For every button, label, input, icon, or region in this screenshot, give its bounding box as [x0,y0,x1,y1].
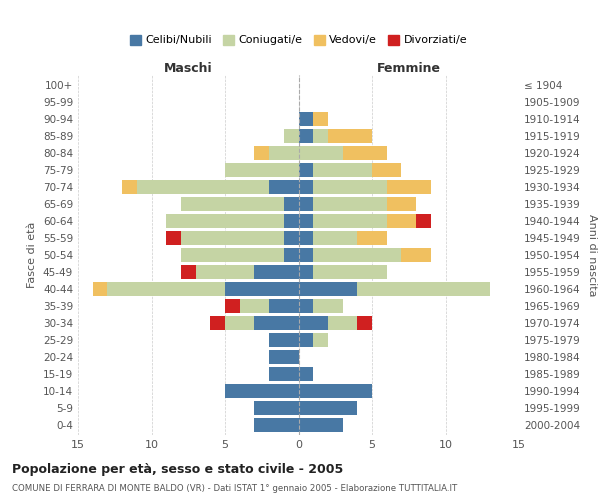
Bar [299,418,343,432]
Bar [313,299,343,312]
Bar [358,316,372,330]
Bar [313,248,401,262]
Bar [313,333,328,346]
Bar [313,112,328,126]
Bar [284,198,299,211]
Bar [211,316,225,330]
Bar [313,265,387,279]
Bar [181,265,196,279]
Bar [122,180,137,194]
Bar [181,198,284,211]
Bar [225,316,254,330]
Bar [299,231,313,245]
Bar [299,146,343,160]
Y-axis label: Anni di nascita: Anni di nascita [587,214,597,296]
Bar [299,316,328,330]
Bar [137,180,269,194]
Text: Maschi: Maschi [164,62,212,75]
Bar [225,164,299,177]
Bar [299,282,358,296]
Bar [225,384,299,398]
Bar [313,180,387,194]
Bar [181,231,284,245]
Bar [313,214,387,228]
Bar [328,316,357,330]
Bar [107,282,225,296]
Bar [269,367,299,380]
Bar [299,401,358,414]
Bar [254,401,299,414]
Text: Femmine: Femmine [377,62,441,75]
Bar [299,333,313,346]
Text: Popolazione per età, sesso e stato civile - 2005: Popolazione per età, sesso e stato civil… [12,462,343,475]
Bar [387,198,416,211]
Bar [254,418,299,432]
Bar [299,384,372,398]
Bar [225,299,240,312]
Bar [313,164,372,177]
Bar [343,146,387,160]
Bar [269,333,299,346]
Bar [387,214,416,228]
Bar [269,299,299,312]
Bar [358,282,490,296]
Bar [328,130,372,143]
Bar [401,248,431,262]
Bar [181,248,284,262]
Bar [313,130,328,143]
Y-axis label: Fasce di età: Fasce di età [28,222,37,288]
Bar [225,282,299,296]
Bar [254,146,269,160]
Bar [284,248,299,262]
Bar [269,350,299,364]
Bar [269,180,299,194]
Bar [299,299,313,312]
Bar [313,198,387,211]
Bar [299,164,313,177]
Bar [166,231,181,245]
Bar [299,367,313,380]
Bar [284,231,299,245]
Bar [93,282,107,296]
Legend: Celibi/Nubili, Coniugati/e, Vedovi/e, Divorziati/e: Celibi/Nubili, Coniugati/e, Vedovi/e, Di… [125,30,472,50]
Text: COMUNE DI FERRARA DI MONTE BALDO (VR) - Dati ISTAT 1° gennaio 2005 - Elaborazion: COMUNE DI FERRARA DI MONTE BALDO (VR) - … [12,484,457,493]
Bar [358,231,387,245]
Bar [299,265,313,279]
Bar [299,214,313,228]
Bar [416,214,431,228]
Bar [299,248,313,262]
Bar [299,112,313,126]
Bar [299,180,313,194]
Bar [166,214,284,228]
Bar [284,130,299,143]
Bar [254,265,299,279]
Bar [284,214,299,228]
Bar [240,299,269,312]
Bar [196,265,254,279]
Bar [372,164,401,177]
Bar [387,180,431,194]
Bar [254,316,299,330]
Bar [299,130,313,143]
Bar [313,231,357,245]
Bar [269,146,299,160]
Bar [299,198,313,211]
